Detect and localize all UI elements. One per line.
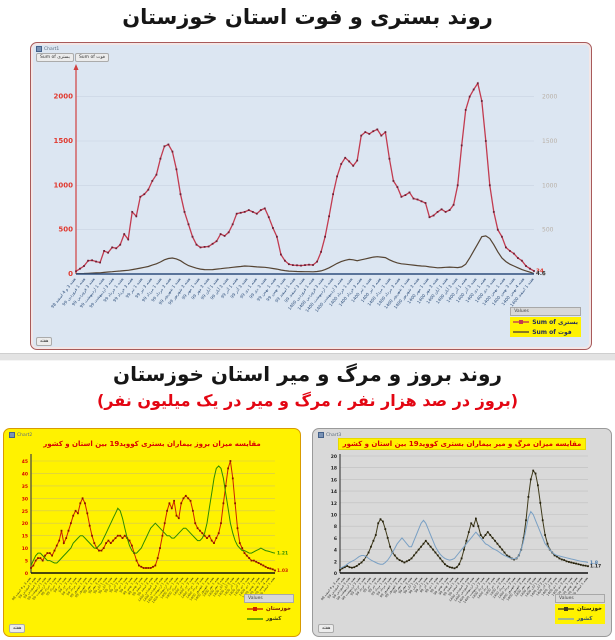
svg-text:14: 14: [331, 489, 337, 495]
svg-text:0: 0: [68, 270, 73, 278]
svg-text:4.6: 4.6: [536, 271, 546, 277]
svg-text:500: 500: [58, 226, 73, 234]
legend-item[interactable]: کشور: [244, 614, 294, 624]
svg-text:45: 45: [22, 459, 28, 465]
axis-field-button[interactable]: هفته: [36, 337, 53, 346]
legend-incidence: Values خوزستان کشور: [244, 594, 294, 624]
svg-text:1000: 1000: [54, 181, 74, 189]
svg-text:1.21: 1.21: [277, 551, 288, 557]
chart-incidence: Chart2 مقایسه میزان بروز بیماران بستری ک…: [3, 428, 301, 637]
legend-item[interactable]: کشور: [555, 614, 605, 624]
chart-title: مقایسه میزان مرگ و میر بیماران بستری کوو…: [313, 438, 611, 450]
svg-text:12: 12: [331, 501, 337, 507]
legend-marker-icon: [247, 618, 263, 620]
svg-text:6: 6: [334, 536, 337, 542]
chart-title: مقایسه میزان بروز بیماران بستری کووید19 …: [43, 440, 261, 448]
svg-text:1500: 1500: [54, 137, 74, 145]
svg-text:10: 10: [331, 513, 337, 519]
svg-text:2000: 2000: [542, 94, 557, 101]
legend-mortality: Values خوزستان کشور: [555, 594, 605, 624]
svg-text:20: 20: [331, 454, 337, 460]
chart-canvas-main: 0 0 500 500 1000 1000 1500 1500 2000 2000 هفته 3 و…: [32, 44, 590, 348]
chart-icon: [9, 432, 15, 438]
section-divider: [0, 353, 615, 361]
legend-main: Values Sum of بستری Sum of فوت: [510, 307, 581, 337]
chart-canvas-incidence: 0 5 10 15 20 25 30 35 40 45 هفته 3 و 4 اسفند 98 هفت…: [5, 430, 299, 635]
chart-window-caption: Chart2: [9, 432, 32, 438]
svg-text:25: 25: [22, 509, 28, 515]
chart-hospitalization-death: Chart1 Sum of بستری Sum of فوت 0 0 500 500 10…: [30, 42, 592, 350]
svg-text:8: 8: [334, 524, 337, 530]
svg-text:4: 4: [334, 548, 337, 554]
svg-text:1000: 1000: [542, 182, 557, 189]
svg-text:0: 0: [542, 271, 546, 278]
svg-text:16: 16: [331, 477, 337, 483]
svg-text:500: 500: [542, 227, 554, 234]
chart-window-caption: Chart1: [36, 46, 59, 52]
legend-item[interactable]: Sum of بستری: [510, 317, 581, 327]
legend-marker-icon: [513, 320, 530, 324]
svg-text:40: 40: [22, 471, 28, 477]
chart-icon: [318, 432, 324, 438]
legend-marker-icon: [247, 607, 263, 611]
svg-text:1.03: 1.03: [277, 568, 288, 574]
chart-mortality: Chart3 مقایسه میزان مرگ و میر بیماران بس…: [312, 428, 612, 637]
legend-item[interactable]: خوزستان: [555, 604, 605, 614]
svg-text:2: 2: [334, 559, 337, 565]
pivot-field-buttons: Sum of بستری Sum of فوت: [36, 53, 109, 62]
svg-text:18: 18: [331, 466, 337, 472]
legend-item[interactable]: خوزستان: [244, 604, 294, 614]
svg-text:1.17: 1.17: [590, 564, 601, 570]
section-subtitle: (بروز در صد هزار نفر ، مرگ و میر در یک م…: [96, 391, 519, 410]
legend-marker-icon: [513, 331, 530, 333]
svg-text:35: 35: [22, 484, 28, 490]
svg-text:5: 5: [25, 559, 28, 565]
axis-field-button[interactable]: هفته: [9, 624, 26, 633]
chart-canvas-mortality: 0 2 4 6 8 10 12 14 16 18 20 هفته 3 و 4 اسفند 98 هفته…: [314, 430, 610, 635]
svg-text:20: 20: [22, 521, 28, 527]
legend-header[interactable]: Values: [555, 594, 605, 603]
svg-text:30: 30: [22, 496, 28, 502]
page-title: روند بستری و فوت استان خوزستان: [122, 5, 493, 29]
legend-header[interactable]: Values: [510, 307, 581, 316]
svg-text:0: 0: [334, 571, 337, 577]
chart-window-caption: Chart3: [318, 432, 341, 438]
legend-marker-icon: [558, 607, 574, 611]
legend-marker-icon: [558, 618, 574, 620]
svg-text:1500: 1500: [542, 138, 557, 145]
field-button[interactable]: Sum of فوت: [74, 53, 109, 62]
legend-header[interactable]: Values: [244, 594, 294, 603]
chart-icon: [36, 46, 42, 52]
svg-text:0: 0: [25, 571, 28, 577]
svg-text:10: 10: [22, 546, 28, 552]
svg-text:34: 34: [536, 269, 544, 275]
field-button[interactable]: Sum of بستری: [36, 53, 74, 62]
svg-text:1.8: 1.8: [590, 560, 598, 566]
axis-field-button[interactable]: هفته: [318, 624, 335, 633]
legend-item[interactable]: Sum of فوت: [510, 327, 581, 337]
svg-text:15: 15: [22, 534, 28, 540]
svg-text:2000: 2000: [54, 93, 74, 101]
section-title: روند بروز و مرگ و میر استان خوزستان: [113, 362, 502, 386]
